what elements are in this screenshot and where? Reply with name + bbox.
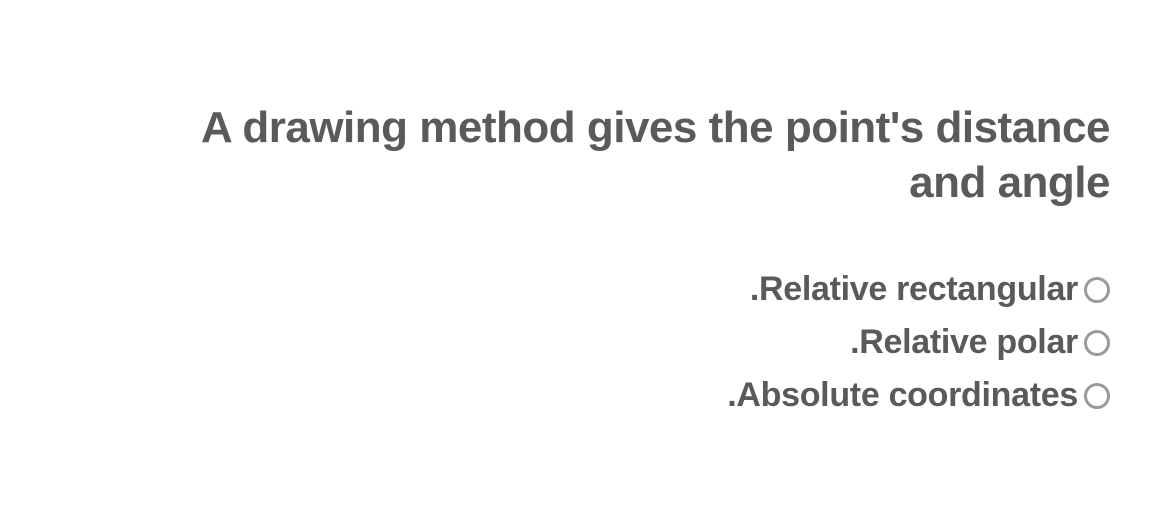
- question-container: A drawing method gives the point's dista…: [0, 0, 1170, 514]
- option-row-0[interactable]: .Relative rectangular: [750, 270, 1110, 309]
- option-label-0: .Relative rectangular: [750, 270, 1078, 309]
- radio-2[interactable]: [1084, 383, 1110, 409]
- question-text: A drawing method gives the point's dista…: [170, 100, 1110, 210]
- options-list: .Relative rectangular .Relative polar .A…: [170, 270, 1110, 415]
- option-row-2[interactable]: .Absolute coordinates: [727, 376, 1110, 415]
- radio-0[interactable]: [1084, 277, 1110, 303]
- option-label-1: .Relative polar: [850, 323, 1078, 362]
- option-label-2: .Absolute coordinates: [727, 376, 1078, 415]
- radio-circle-icon: [1084, 277, 1110, 303]
- option-row-1[interactable]: .Relative polar: [850, 323, 1110, 362]
- radio-circle-icon: [1084, 383, 1110, 409]
- radio-circle-icon: [1084, 330, 1110, 356]
- radio-1[interactable]: [1084, 330, 1110, 356]
